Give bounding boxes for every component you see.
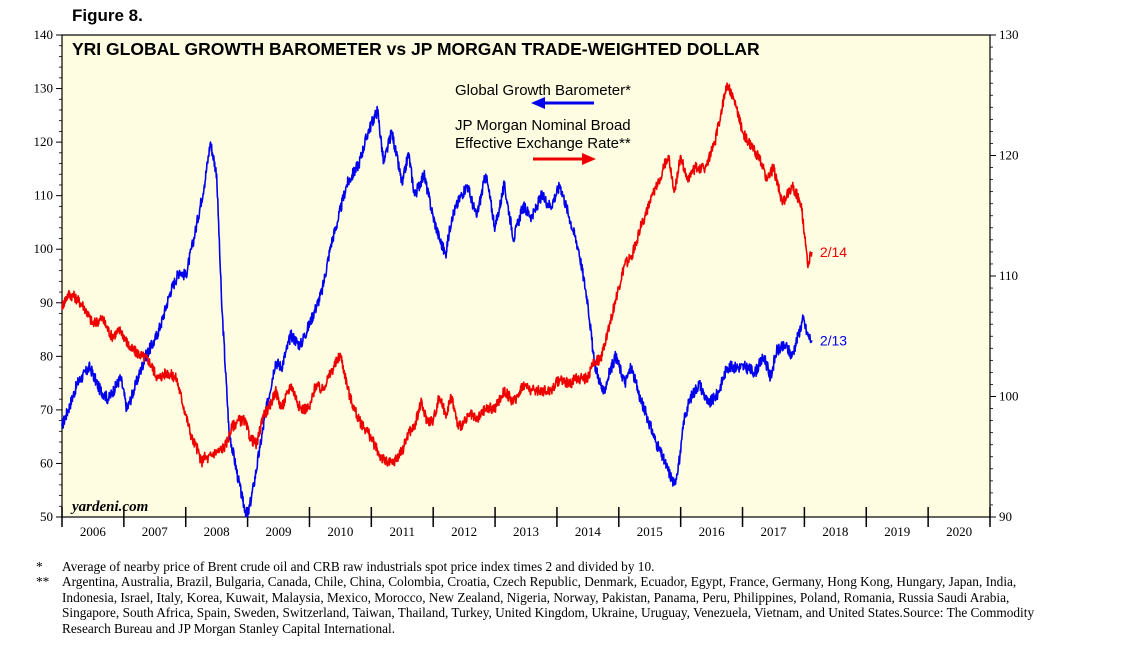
right-tick-label: 120 — [999, 148, 1019, 163]
plot-area — [61, 34, 991, 518]
footnote-mark: ** — [36, 574, 50, 590]
legend-label-dollar-2: Effective Exchange Rate** — [455, 135, 631, 152]
chart: YRI GLOBAL GROWTH BAROMETER vs JP MORGAN… — [34, 27, 1019, 539]
series-end-label: 2/13 — [820, 332, 847, 348]
right-tick-label: 100 — [999, 389, 1019, 404]
right-tick-label: 130 — [999, 27, 1019, 42]
x-tick-label: 2016 — [699, 524, 726, 539]
x-tick-label: 2018 — [822, 524, 848, 539]
footnote-oil: * Average of nearby price of Brent crude… — [36, 559, 1036, 574]
series-line — [61, 105, 813, 518]
x-tick-label: 2020 — [946, 524, 972, 539]
footnote-mark: * — [36, 559, 43, 574]
legend-label-barometer: Global Growth Barometer* — [455, 82, 631, 99]
left-tick-label: 130 — [34, 81, 54, 96]
x-tick-label: 2011 — [390, 524, 416, 539]
x-tick-label: 2014 — [575, 524, 602, 539]
legend-arrow-left-icon — [531, 97, 545, 109]
left-tick-label: 140 — [34, 27, 54, 42]
x-tick-label: 2007 — [142, 524, 169, 539]
left-tick-label: 110 — [34, 188, 53, 203]
series-line — [61, 82, 813, 468]
series-end-label: 2/14 — [820, 244, 847, 260]
x-tick-label: 2019 — [884, 524, 910, 539]
right-tick-label: 110 — [999, 268, 1018, 283]
x-tick-label: 2006 — [80, 524, 107, 539]
x-tick-label: 2009 — [266, 524, 292, 539]
x-tick-label: 2017 — [760, 524, 787, 539]
legend-label-dollar-1: JP Morgan Nominal Broad — [455, 117, 631, 134]
left-tick-label: 100 — [34, 241, 54, 256]
footnote-text: Average of nearby price of Brent crude o… — [62, 559, 655, 574]
x-tick-label: 2015 — [637, 524, 663, 539]
legend-arrow-right-icon — [582, 153, 596, 165]
left-tick-label: 80 — [40, 348, 53, 363]
left-tick-label: 50 — [40, 509, 53, 524]
figure-label: Figure 8. — [72, 6, 143, 25]
left-tick-label: 120 — [34, 134, 54, 149]
left-tick-label: 90 — [40, 295, 53, 310]
x-tick-label: 2008 — [204, 524, 230, 539]
x-tick-label: 2013 — [513, 524, 539, 539]
footnotes: * Average of nearby price of Brent crude… — [36, 559, 1036, 636]
footnote-text: Argentina, Australia, Brazil, Bulgaria, … — [62, 574, 1035, 636]
left-tick-label: 70 — [40, 402, 53, 417]
x-tick-label: 2012 — [451, 524, 477, 539]
x-tick-label: 2010 — [327, 524, 353, 539]
footnote-countries: ** Argentina, Australia, Brazil, Bulgari… — [36, 574, 1036, 636]
watermark: yardeni.com — [70, 499, 148, 515]
chart-title: YRI GLOBAL GROWTH BAROMETER vs JP MORGAN… — [72, 39, 760, 59]
left-tick-label: 60 — [40, 455, 53, 470]
right-tick-label: 90 — [999, 509, 1012, 524]
